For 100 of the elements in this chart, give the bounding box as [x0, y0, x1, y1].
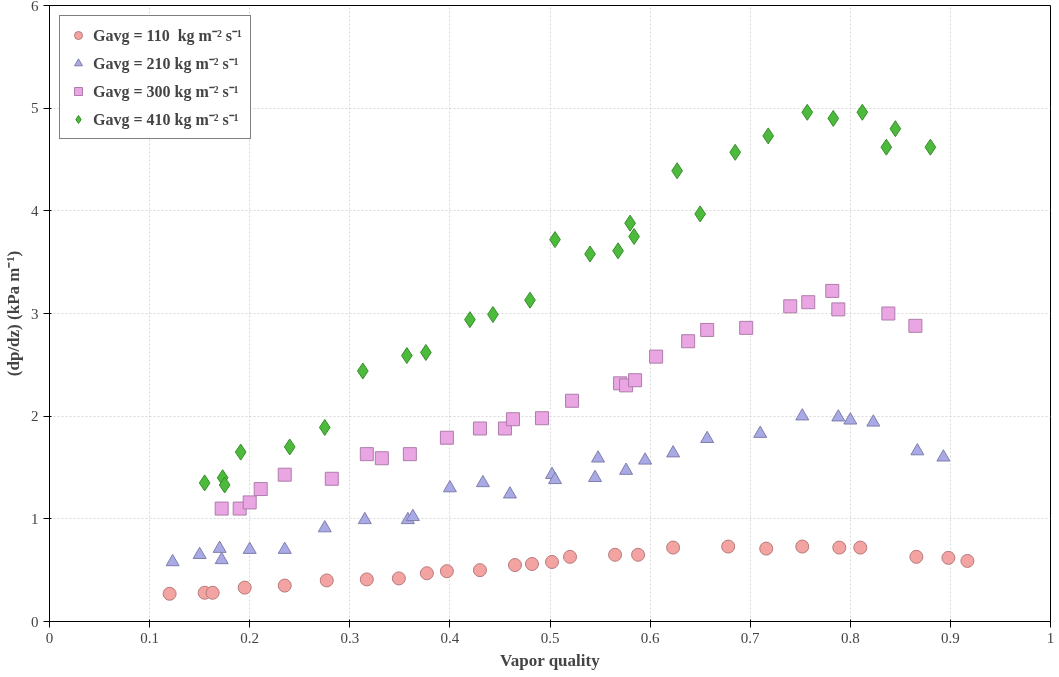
x-tick-label: 0.4 — [440, 629, 460, 646]
point — [165, 553, 180, 567]
point — [565, 393, 580, 408]
point — [801, 103, 814, 121]
point — [880, 138, 893, 156]
point — [277, 467, 292, 482]
x-tick-label: 0.5 — [540, 629, 560, 646]
point — [534, 411, 549, 426]
point — [318, 418, 331, 436]
legend-label: Gavg = 210 kg m⁻² s⁻¹ — [93, 54, 239, 74]
point — [356, 362, 369, 380]
point — [631, 547, 646, 562]
point — [700, 430, 715, 444]
point — [591, 450, 606, 463]
point — [856, 103, 869, 121]
point — [832, 540, 847, 555]
legend-label: Gavg = 300 kg m⁻² s⁻¹ — [93, 82, 239, 102]
point — [214, 551, 229, 565]
point — [242, 495, 257, 510]
point — [801, 295, 816, 310]
point — [402, 447, 417, 462]
point — [439, 430, 454, 445]
point — [881, 306, 896, 321]
x-tick-label: 0.1 — [140, 629, 159, 646]
y-axis-title: (dp/dz) (kPa m⁻¹) — [4, 250, 23, 377]
point — [762, 127, 775, 145]
point — [941, 550, 956, 565]
point — [359, 572, 374, 587]
point — [374, 451, 389, 466]
point — [439, 564, 454, 579]
point — [237, 580, 252, 595]
point — [475, 474, 490, 488]
point — [277, 578, 292, 593]
point — [831, 302, 846, 317]
point — [524, 557, 539, 571]
point — [924, 138, 937, 156]
y-tick-label: 4 — [31, 202, 39, 219]
point — [619, 462, 634, 475]
point — [666, 540, 681, 555]
point — [936, 449, 951, 462]
point — [419, 566, 434, 581]
point — [795, 408, 810, 421]
legend-label: Gavg = 110 kg m⁻² s⁻¹ — [93, 26, 242, 46]
point — [212, 540, 227, 553]
x-tick-label: 0.3 — [340, 629, 360, 646]
point — [825, 283, 840, 298]
point — [729, 143, 742, 161]
point — [700, 322, 715, 337]
point — [242, 541, 257, 554]
x-tick-label: 1 — [1046, 629, 1055, 646]
x-tick-label: 0 — [45, 629, 54, 646]
point — [218, 476, 231, 494]
point — [502, 486, 517, 499]
point — [908, 318, 923, 333]
point — [405, 508, 420, 522]
x-tick-label: 0.9 — [941, 629, 960, 646]
point — [548, 471, 563, 485]
point — [608, 547, 623, 562]
point — [866, 414, 881, 427]
point — [889, 120, 902, 138]
point — [205, 585, 220, 600]
point — [324, 471, 339, 486]
x-tick-label: 0.6 — [640, 629, 660, 646]
point — [783, 299, 798, 314]
y-tick-label: 3 — [31, 305, 39, 322]
point — [960, 553, 975, 568]
x-tick-label: 0.8 — [840, 629, 860, 646]
point — [253, 482, 268, 497]
point — [357, 511, 372, 525]
point — [472, 421, 487, 436]
x-axis-title: Vapor quality — [500, 650, 601, 670]
point — [628, 228, 640, 245]
point — [359, 447, 374, 462]
point — [442, 480, 457, 493]
point — [831, 409, 846, 422]
y-tick-label: 2 — [31, 408, 39, 425]
point — [234, 443, 247, 461]
point — [588, 469, 603, 483]
point — [198, 474, 211, 492]
point — [192, 546, 207, 560]
point — [843, 412, 858, 425]
y-tick-label: 0 — [31, 613, 39, 630]
point — [739, 320, 754, 335]
point — [563, 549, 578, 564]
y-tick-label: 5 — [31, 100, 39, 117]
y-tick-label: 1 — [31, 510, 39, 527]
point — [827, 109, 840, 127]
point — [283, 438, 296, 456]
point — [628, 373, 643, 388]
point — [753, 425, 768, 438]
point — [853, 540, 868, 555]
point — [277, 541, 292, 554]
point — [391, 571, 406, 586]
point — [319, 573, 334, 588]
x-tick-label: 0.7 — [740, 629, 761, 646]
legend-label: Gavg = 410 kg m⁻² s⁻¹ — [93, 110, 239, 130]
point — [505, 412, 520, 427]
y-tick-label: 6 — [31, 0, 39, 14]
point — [795, 539, 810, 554]
point — [649, 349, 664, 364]
